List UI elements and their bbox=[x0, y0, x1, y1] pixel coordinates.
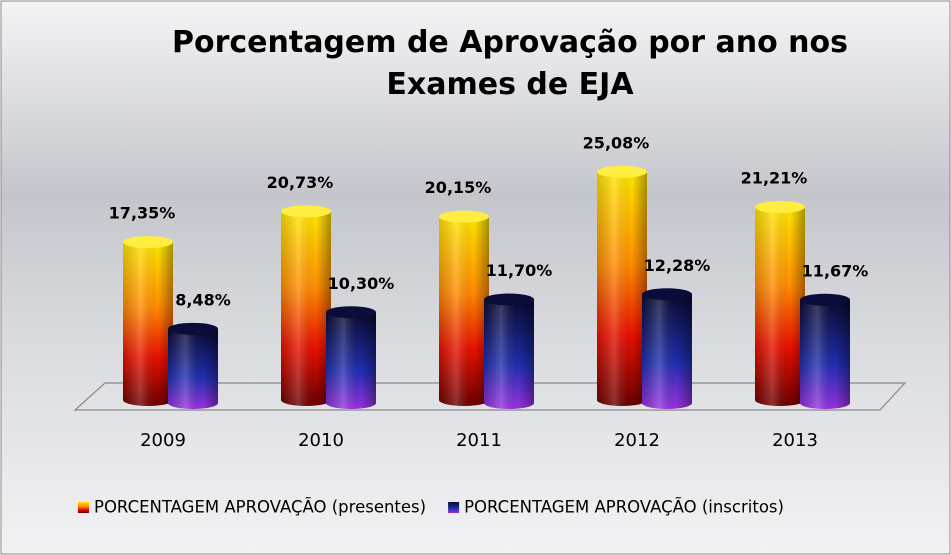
data-label: 17,35% bbox=[109, 204, 176, 223]
data-label: 21,21% bbox=[741, 168, 808, 187]
x-tick-label: 2012 bbox=[614, 430, 660, 451]
data-label: 25,08% bbox=[583, 133, 650, 152]
data-label: 10,30% bbox=[328, 274, 395, 293]
bar-shade bbox=[755, 206, 805, 406]
legend-label: PORCENTAGEM APROVAÇÃO (presentes) bbox=[94, 498, 426, 517]
bar-shade bbox=[439, 216, 489, 406]
x-tick-label: 2013 bbox=[772, 430, 818, 451]
bar-shade bbox=[168, 328, 218, 409]
bar-top bbox=[484, 293, 534, 306]
bar-shade bbox=[123, 242, 173, 406]
bar-top bbox=[597, 165, 647, 178]
legend-label: PORCENTAGEM APROVAÇÃO (inscritos) bbox=[464, 498, 784, 517]
bar-top bbox=[168, 322, 218, 335]
bar-top bbox=[326, 306, 376, 319]
bar-shade bbox=[326, 312, 376, 409]
data-label: 8,48% bbox=[175, 290, 231, 309]
bar-top bbox=[642, 288, 692, 301]
x-tick-label: 2010 bbox=[298, 430, 344, 451]
bar-shade bbox=[642, 294, 692, 409]
bar-shade bbox=[597, 171, 647, 406]
bar-top bbox=[755, 200, 805, 213]
legend-swatch bbox=[448, 502, 460, 513]
data-label: 11,70% bbox=[486, 261, 553, 280]
data-label: 11,67% bbox=[802, 261, 869, 280]
bar-top bbox=[123, 236, 173, 249]
bar-top bbox=[281, 205, 331, 218]
bar-shade bbox=[484, 299, 534, 409]
data-label: 20,15% bbox=[425, 178, 492, 197]
bar-shade bbox=[281, 211, 331, 406]
x-tick-label: 2009 bbox=[140, 430, 186, 451]
bar-shade bbox=[800, 299, 850, 409]
floor bbox=[73, 382, 907, 411]
data-label: 12,28% bbox=[644, 256, 711, 275]
data-label: 20,73% bbox=[267, 173, 334, 192]
legend-swatch bbox=[78, 502, 89, 513]
bar-top bbox=[439, 210, 489, 223]
chart-title: Porcentagem de Aprovação por ano nos Exa… bbox=[171, 25, 849, 102]
x-tick-label: 2011 bbox=[456, 430, 502, 451]
bar-top bbox=[800, 293, 850, 306]
